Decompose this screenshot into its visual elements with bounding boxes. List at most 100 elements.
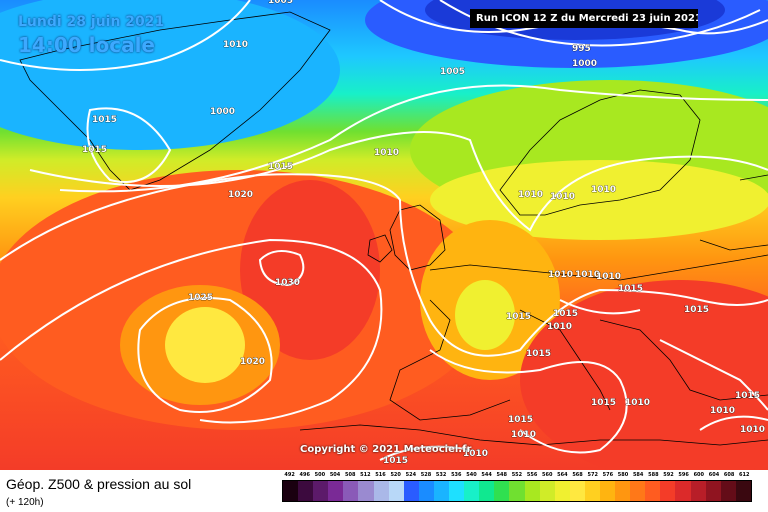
legend-swatch [645, 481, 661, 501]
isobar-label: 1010 [710, 406, 735, 416]
z500-trough-core [455, 280, 515, 350]
isobar-label: 1010 [223, 40, 248, 50]
legend-swatch [569, 481, 585, 501]
legend-swatch [449, 481, 465, 501]
isobar-label: 1010 [374, 148, 399, 158]
legend-swatch [358, 481, 374, 501]
isobar-label: 1015 [684, 305, 709, 315]
legend-tick-label: 600 [693, 472, 705, 478]
legend-swatch [675, 481, 691, 501]
isobar-label: 1015 [383, 456, 408, 466]
isobar-label: 1010 [740, 425, 765, 435]
isobar-label: 1015 [508, 415, 533, 425]
product-title: Géop. Z500 & pression au sol [6, 476, 192, 492]
forecast-local-time: 14:00 locale [18, 33, 155, 57]
legend-tick-label: 524 [405, 472, 417, 478]
isobar-label: 995 [572, 44, 591, 54]
legend-swatch [283, 481, 299, 501]
isobar-label: 1015 [92, 115, 117, 125]
model-run-banner: Run ICON 12 Z du Mercredi 23 juin 2021 [470, 9, 698, 28]
isobar-label: 1005 [268, 0, 293, 6]
legend-swatch [373, 481, 389, 501]
legend-tick-label: 568 [572, 472, 583, 478]
legend-swatch [630, 481, 646, 501]
legend-swatch [464, 481, 480, 501]
isobar-label: 1005 [440, 67, 465, 77]
legend-tick-label: 572 [587, 472, 598, 478]
legend-tick-label: 552 [511, 472, 523, 478]
isobar-label: 1015 [735, 391, 760, 401]
legend-tick-label: 532 [435, 472, 447, 478]
legend-swatch [298, 481, 314, 501]
forecast-date: Lundi 28 juin 2021 [18, 14, 165, 30]
isobar-label: 1010 [591, 185, 616, 195]
forecast-lead-time: (+ 120h) [6, 497, 44, 508]
legend-swatch [539, 481, 555, 501]
isobar-label: 1010 [511, 430, 536, 440]
copyright-notice: Copyright © 2021 Meteociel.fr [300, 444, 472, 455]
isobar-label: 1010 [548, 270, 573, 280]
legend-color-bar [282, 480, 752, 502]
isobar-label: 1015 [591, 398, 616, 408]
weather-map: 1005 1010 1000 1015 1015 995 1000 1005 1… [0, 0, 768, 470]
isobar-label: 1010 [550, 192, 575, 202]
isobar-labels: 1005 1010 1000 1015 1015 995 1000 1005 1… [82, 0, 766, 466]
legend-swatch [720, 481, 736, 501]
legend-tick-label: 544 [481, 472, 492, 478]
legend-tick-label: 580 [617, 472, 629, 478]
isobar-label: 1015 [268, 162, 293, 172]
legend-tick-label: 596 [678, 472, 689, 478]
isobar-label: 1025 [188, 293, 213, 303]
isobar-label: 1010 [518, 190, 543, 200]
legend-swatch [735, 481, 751, 501]
isobar-label: 1015 [506, 312, 531, 322]
legend-swatch [524, 481, 540, 501]
legend-tick-label: 564 [557, 472, 568, 478]
legend-tick-label: 604 [708, 472, 720, 478]
legend-tick-label: 492 [284, 472, 295, 478]
isobar-label: 1020 [228, 190, 253, 200]
legend-swatch [343, 481, 359, 501]
legend-tick-label: 548 [496, 472, 507, 478]
legend-tick-label: 508 [344, 472, 356, 478]
z500-ridge-core [240, 180, 380, 360]
legend-swatch [660, 481, 676, 501]
isobar-label: 1010 [596, 272, 621, 282]
legend-swatch [494, 481, 510, 501]
isobar-label: 1015 [618, 284, 643, 294]
legend-tick-label: 528 [420, 472, 432, 478]
legend-tick-label: 496 [299, 472, 310, 478]
legend-swatch [509, 481, 525, 501]
geopotential-map-svg: 1005 1010 1000 1015 1015 995 1000 1005 1… [0, 0, 768, 470]
legend-tick-label: 500 [314, 472, 326, 478]
legend-swatch [705, 481, 721, 501]
legend-swatch [479, 481, 495, 501]
color-scale-legend: 492 496 500 504 508 512 516 520 524 528 532 536 540 5… [282, 472, 752, 510]
legend-swatch [599, 481, 616, 501]
legend-swatch [388, 481, 404, 501]
legend-swatch [433, 481, 450, 501]
legend-tick-label: 612 [739, 472, 750, 478]
legend-tick-label: 516 [375, 472, 386, 478]
legend-swatch [690, 481, 706, 501]
legend-tick-label: 576 [602, 472, 614, 478]
legend-swatch [418, 481, 434, 501]
isobar-label: 1010 [625, 398, 650, 408]
legend-swatch [584, 481, 600, 501]
legend-tick-label: 520 [390, 472, 401, 478]
isobar-label: 1015 [553, 309, 578, 319]
isobar-label: 1030 [275, 278, 300, 288]
coastlines [19, 11, 768, 446]
legend-tick-label: 608 [723, 472, 735, 478]
legend-tick-label: 588 [648, 472, 659, 478]
legend-tick-label: 560 [542, 472, 553, 478]
isobar-label: 1015 [526, 349, 551, 359]
isobar-label: 1000 [572, 59, 597, 69]
isobar-label: 1015 [82, 145, 107, 155]
legend-tick-label: 504 [329, 472, 341, 478]
legend-swatch [403, 481, 419, 501]
z500-greenland [0, 0, 340, 150]
legend-swatch [554, 481, 570, 501]
legend-tick-label: 536 [451, 472, 462, 478]
legend-labels: 492 496 500 504 508 512 516 520 524 528 532 536 540 5… [282, 472, 752, 478]
